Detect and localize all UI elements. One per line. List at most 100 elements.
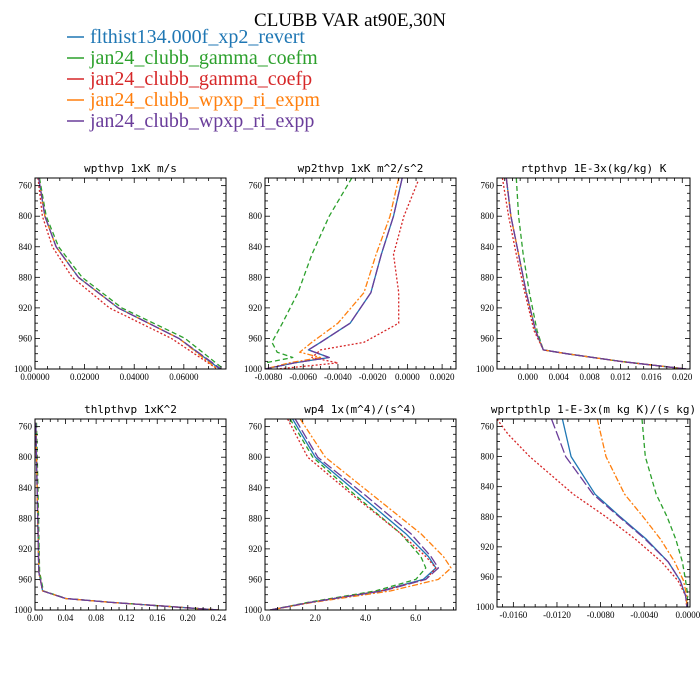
y-tick-label: 760 [481, 422, 495, 432]
y-tick-label: 760 [481, 181, 495, 191]
plot-frame [34, 177, 227, 370]
y-tick-label: 840 [481, 242, 495, 252]
x-tick-label: 0.020 [672, 372, 693, 382]
series-line-wpxp_ri_expm [269, 419, 452, 610]
x-tick-label: 0.24 [210, 613, 226, 623]
panel-6: wprtpthlp 1-E-3x(m kg K)/(s kg) -0.0160 -0… [476, 403, 700, 620]
x-tick-label: 0.00 [27, 613, 43, 623]
series-line-gamma_coefp [269, 419, 437, 610]
x-tick-label: 6.0 [410, 613, 422, 623]
legend-label: flthist134.000f_xp2_revert [90, 26, 305, 48]
panel-title: wp4 1x(m^4)/(s^4) [304, 403, 417, 416]
y-tick-label: 800 [249, 452, 263, 462]
x-tick-label: 0.0020 [430, 372, 455, 382]
y-tick-label: 760 [249, 181, 263, 191]
plot-frame [264, 418, 457, 611]
series-line-wpxp_ri_expm [596, 419, 688, 607]
panel-3: rtpthvp 1E-3x(kg/kg) K 0.000 0.004 0.008 0.0… [476, 162, 693, 382]
legend-label: jan24_clubb_gamma_coefp [89, 68, 312, 90]
panel-title: wprtpthlp 1-E-3x(m kg K)/(s kg) [491, 403, 696, 416]
y-tick-label: 760 [249, 422, 263, 432]
x-tick-label: -0.0120 [543, 610, 571, 620]
x-tick-label: -0.0080 [255, 372, 283, 382]
y-tick-label: 800 [19, 452, 33, 462]
y-tick-label: 800 [481, 211, 495, 221]
series-line-gamma_coefp [501, 178, 687, 369]
panel-2: wp2thvp 1xK m^2/s^2 -0.0080 -0.0060 -0.0040… [244, 162, 457, 382]
series-line-flthist [561, 419, 688, 607]
x-tick-label: 2.0 [310, 613, 322, 623]
series-line-gamma_coefp [497, 419, 688, 607]
series-group [269, 419, 452, 610]
x-tick-label: -0.0160 [499, 610, 527, 620]
x-tick-label: -0.0080 [587, 610, 615, 620]
plot-frame [264, 177, 457, 370]
series-group [501, 178, 687, 369]
y-tick-label: 880 [249, 272, 263, 282]
y-tick-label: 840 [19, 483, 33, 493]
panel-title: wp2thvp 1xK m^2/s^2 [298, 162, 424, 175]
legend-item-wpxp_ri_expp: jan24_clubb_wpxp_ri_expp [67, 110, 314, 132]
y-tick-label: 1000 [476, 602, 495, 612]
y-tick-label: 920 [19, 303, 33, 313]
legend-label: jan24_clubb_wpxp_ri_expm [89, 89, 320, 111]
x-tick-label: -0.0040 [630, 610, 658, 620]
x-tick-label: 0.02000 [70, 372, 100, 382]
x-tick-label: 0.00000 [20, 372, 50, 382]
y-tick-label: 1000 [244, 364, 263, 374]
panel-title: thlpthvp 1xK^2 [84, 403, 177, 416]
legend-item-wpxp_ri_expm: jan24_clubb_wpxp_ri_expm [67, 89, 320, 111]
y-tick-label: 920 [481, 303, 495, 313]
panel-4: thlpthvp 1xK^2 0.00 0.04 0.08 0.12 0.16 0.20 0.… [14, 403, 227, 623]
y-tick-label: 1000 [244, 605, 263, 615]
y-tick-label: 1000 [476, 364, 495, 374]
x-tick-label: 0.008 [580, 372, 601, 382]
y-tick-label: 880 [249, 513, 263, 523]
x-tick-label: 0.016 [641, 372, 662, 382]
x-tick-label: -0.0020 [359, 372, 387, 382]
panel-5: wp4 1x(m^4)/(s^4) 0.0 2.0 4.0 6.0 760 800 840 88… [244, 403, 457, 623]
series-group [35, 422, 219, 610]
series-group [497, 419, 689, 607]
series-line-gamma_coefm [265, 178, 353, 369]
panels: wpthvp 1xK m/s 0.00000 0.02000 0.04000 0.060… [14, 162, 700, 623]
panel-title: rtpthvp 1E-3x(kg/kg) K [521, 162, 667, 175]
y-tick-label: 800 [249, 211, 263, 221]
x-tick-label: 0.04000 [120, 372, 150, 382]
plot-frame [34, 418, 227, 611]
x-tick-label: 0.004 [549, 372, 570, 382]
x-tick-label: 4.0 [360, 613, 372, 623]
legend-label: jan24_clubb_wpxp_ri_expp [89, 110, 314, 132]
y-tick-label: 800 [481, 452, 495, 462]
y-tick-label: 760 [19, 422, 33, 432]
y-tick-label: 880 [481, 512, 495, 522]
y-tick-label: 880 [19, 513, 33, 523]
y-tick-label: 880 [19, 272, 33, 282]
figure-title: CLUBB VAR at90E,30N [254, 10, 446, 31]
x-tick-label: 0.000 [518, 372, 539, 382]
series-line-wpxp_ri_expm [265, 178, 400, 369]
y-tick-label: 920 [249, 303, 263, 313]
series-line-wpxp_ri_expp [265, 178, 403, 369]
series-line-gamma_coefp [37, 178, 218, 369]
y-tick-label: 960 [19, 574, 33, 584]
series-line-wpxp_ri_expm [505, 178, 687, 369]
series-line-gamma_coefm [515, 178, 687, 369]
series-line-gamma_coefm [269, 419, 427, 610]
plot-frame [496, 177, 691, 370]
y-tick-label: 960 [19, 333, 33, 343]
series-line-flthist [38, 178, 221, 369]
series-line-wpxp_ri_expm [35, 422, 219, 610]
series-line-wpxp_ri_expm [38, 178, 218, 369]
y-tick-label: 960 [249, 574, 263, 584]
x-tick-label: 0.16 [149, 613, 165, 623]
x-tick-label: 0.20 [180, 613, 196, 623]
panel-title: wpthvp 1xK m/s [84, 162, 177, 175]
legend-item-gamma_coefm: jan24_clubb_gamma_coefm [67, 47, 318, 69]
series-line-wpxp_ri_expp [35, 422, 219, 610]
x-tick-label: 0.08 [88, 613, 104, 623]
x-tick-label: -0.0060 [289, 372, 317, 382]
y-tick-label: 840 [249, 242, 263, 252]
series-line-wpxp_ri_expp [38, 178, 222, 369]
